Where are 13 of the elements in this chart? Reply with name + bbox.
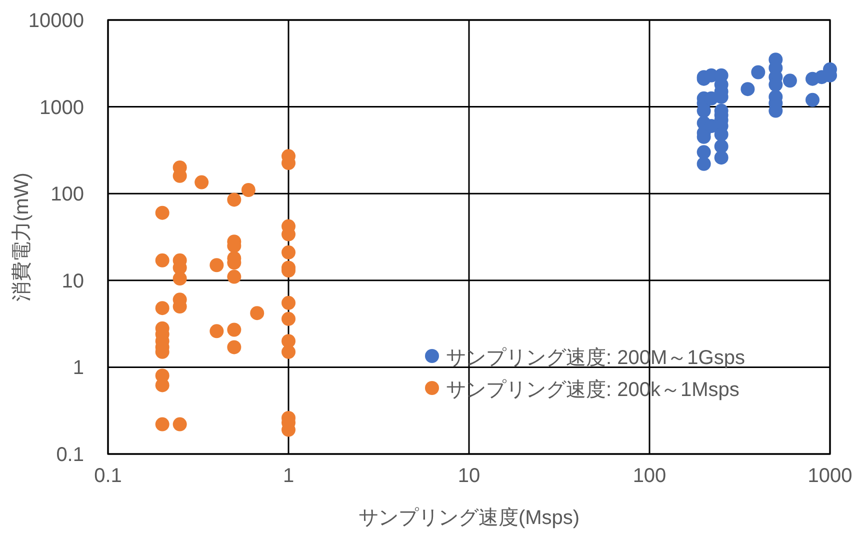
- y-axis-title: 消費電力(mW): [11, 172, 33, 302]
- y-tick-label: 100: [50, 184, 84, 206]
- x-tick-label: 100: [632, 465, 666, 487]
- x-tick-label: 1: [282, 465, 294, 487]
- y-tick-label: 10000: [28, 10, 84, 32]
- x-axis-title: サンプリング速度(Msps): [358, 507, 580, 529]
- y-tick-label: 1000: [40, 96, 84, 119]
- y-tick-label: 0.1: [56, 444, 84, 466]
- x-tick-label: 10: [458, 465, 480, 487]
- x-tick-label: 0.1: [94, 465, 122, 487]
- y-tick-label: 1: [72, 357, 84, 380]
- x-tick-label: 1000: [808, 465, 852, 487]
- y-tick-label: 10: [62, 270, 84, 292]
